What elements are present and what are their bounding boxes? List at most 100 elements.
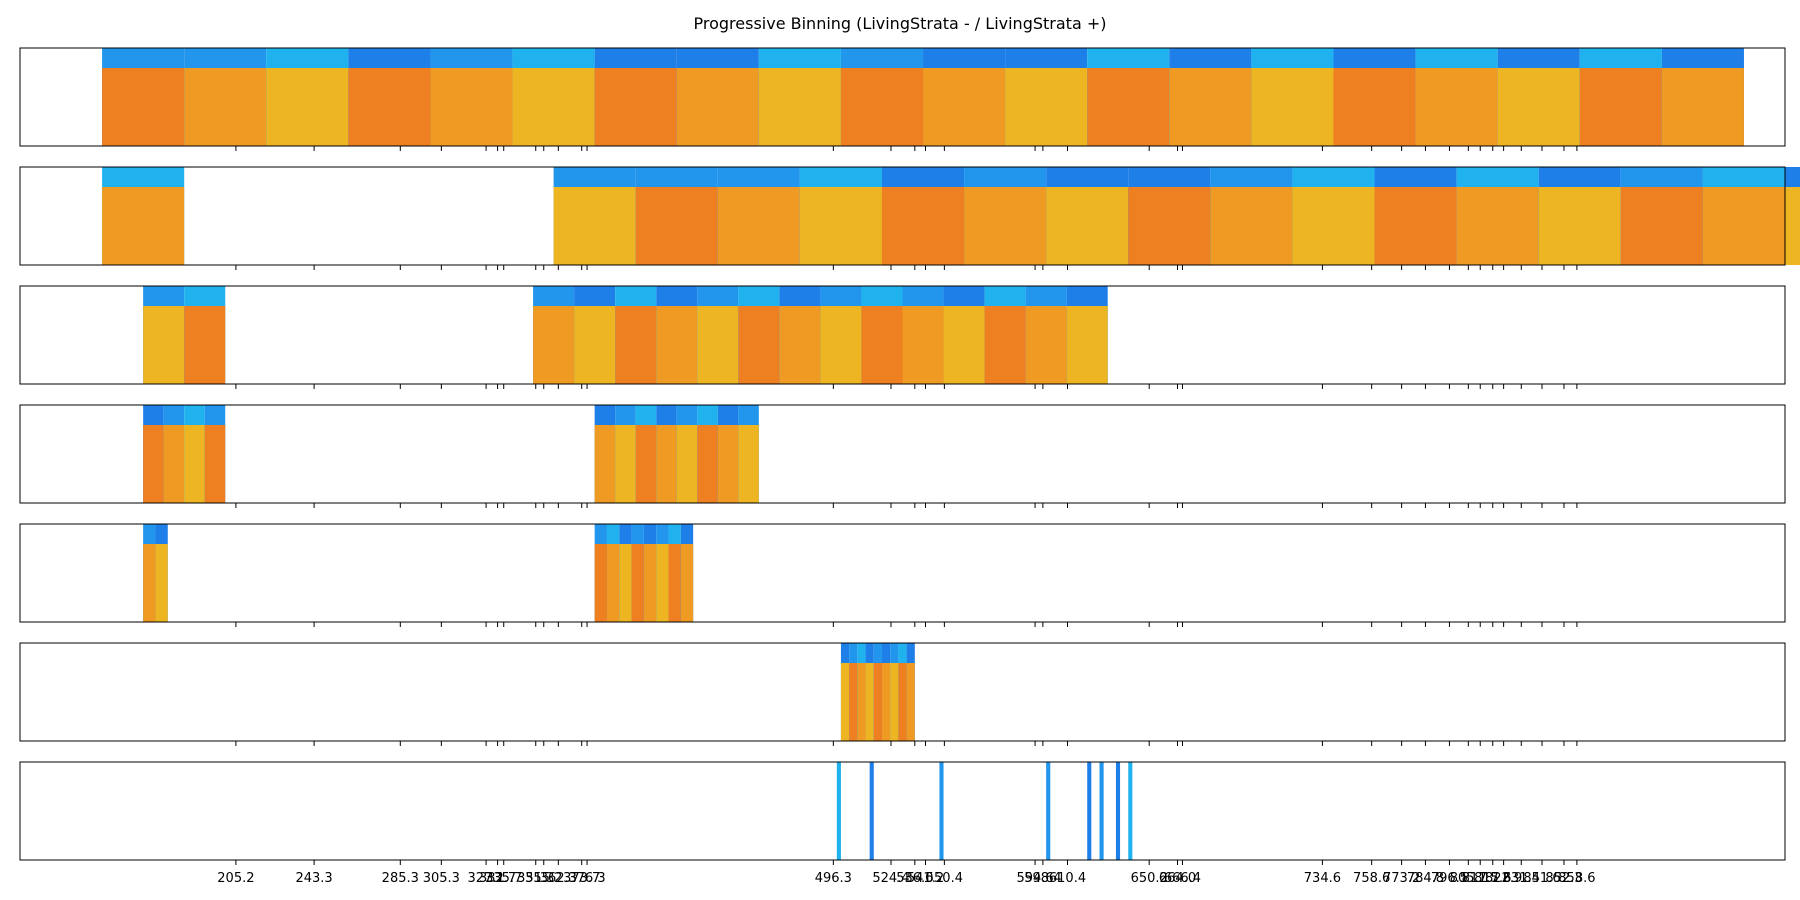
bin-cell-lower — [430, 68, 513, 146]
bin-cell-lower — [902, 306, 944, 384]
x-tick-label: 362.3 — [540, 871, 577, 886]
panel-3 — [19, 285, 1786, 389]
bin-cell-lower — [635, 425, 657, 503]
bin-cell-lower — [574, 306, 616, 384]
bin-cell-lower — [102, 68, 185, 146]
bin-cell-lower — [668, 544, 681, 622]
bin-cell — [1115, 762, 1121, 860]
bin-cell-lower — [553, 187, 636, 265]
bin-cell-lower — [738, 425, 759, 503]
bin-cell-lower — [143, 425, 164, 503]
bin-cell-lower — [984, 306, 1026, 384]
x-tick-label: 822.9 — [1485, 871, 1522, 886]
x-tick-label: 376.3 — [568, 871, 605, 886]
x-tick-label: 796.5 — [1431, 871, 1468, 886]
bin-cell-lower — [594, 544, 607, 622]
bin-cell-lower — [1785, 187, 1800, 265]
x-tick-label: 831.5 — [1503, 871, 1540, 886]
bin-cell-lower — [1292, 187, 1375, 265]
bin-cell-lower — [184, 306, 226, 384]
panel-2 — [19, 166, 1800, 270]
bin-cell-lower — [898, 663, 907, 741]
bin-cell-lower — [717, 187, 800, 265]
bin-cell-lower — [758, 68, 841, 146]
bin-cell-lower — [615, 306, 657, 384]
bin-cell-lower — [1415, 68, 1498, 146]
panel-frame — [19, 404, 1786, 504]
bin-cell-lower — [676, 425, 698, 503]
bin-cell-lower — [594, 68, 677, 146]
x-tick-label: 852.3 — [1545, 871, 1582, 886]
bin-cell-lower — [865, 663, 874, 741]
x-tick-label: 355.2 — [525, 871, 562, 886]
bin-cell-lower — [680, 544, 694, 622]
bin-cell-lower — [881, 187, 965, 265]
bin-cell-lower — [635, 187, 718, 265]
x-tick-label: 285.3 — [382, 871, 419, 886]
bin-cell-lower — [717, 425, 739, 503]
bin-cell-lower — [656, 544, 669, 622]
bin-cell-lower — [1374, 187, 1457, 265]
panel-frame — [19, 761, 1786, 861]
x-tick-label: 734.6 — [1304, 871, 1341, 886]
bin-cell-lower — [881, 663, 891, 741]
bin-cell-lower — [906, 663, 915, 741]
bin-cell-lower — [779, 306, 821, 384]
bin-cell-lower — [1333, 68, 1416, 146]
x-tick-label: 536.0 — [896, 871, 933, 886]
x-tick-label: 598.4 — [1024, 871, 1061, 886]
bin-cell-lower — [1005, 68, 1088, 146]
bin-cell — [1046, 762, 1051, 860]
panel-7 — [19, 761, 1786, 865]
bin-cell-lower — [1538, 187, 1621, 265]
chart-title: Progressive Binning (LivingStrata - / Li… — [693, 14, 1107, 33]
bin-cell-lower — [143, 544, 156, 622]
x-tick-label: 817.6 — [1474, 871, 1511, 886]
x-tick-label: 858.6 — [1558, 871, 1595, 886]
bin-cell-lower — [873, 663, 882, 741]
panel-5 — [19, 523, 1786, 627]
x-tick-label: 784.8 — [1407, 871, 1444, 886]
x-tick-label: 243.3 — [295, 871, 332, 886]
x-tick-label: 541.2 — [907, 871, 944, 886]
panel-frame — [19, 47, 1786, 147]
bin-cell-lower — [533, 306, 575, 384]
panel-frame — [19, 166, 1786, 266]
panel-frame — [19, 523, 1786, 623]
panel-frame — [19, 285, 1786, 385]
bin-cell-lower — [738, 306, 780, 384]
x-tick-label: 351.3 — [517, 871, 554, 886]
panel-4 — [19, 404, 1786, 508]
bin-cell-lower — [1169, 68, 1252, 146]
x-tick-label: 666.4 — [1164, 871, 1201, 886]
x-tick-label: 496.3 — [815, 871, 852, 886]
bin-cell-lower — [619, 544, 632, 622]
x-tick-label: 205.2 — [217, 871, 254, 886]
x-tick-label: 664.0 — [1159, 871, 1196, 886]
bin-cell-lower — [697, 306, 739, 384]
bin-cell — [939, 762, 944, 860]
bin-cell — [836, 762, 841, 860]
bin-cell-lower — [1025, 306, 1067, 384]
panel-6 — [19, 642, 1786, 746]
bin-cell-lower — [606, 544, 620, 622]
bin-cell-lower — [1087, 68, 1170, 146]
bin-cell-lower — [1579, 68, 1662, 146]
bin-cell-lower — [184, 68, 267, 146]
bin-cell-lower — [1620, 187, 1703, 265]
bin-cell-lower — [643, 544, 657, 622]
bin-cell-lower — [594, 425, 616, 503]
bin-cell-lower — [1251, 68, 1334, 146]
bin-cell-lower — [1456, 187, 1539, 265]
panel-frame — [19, 642, 1786, 742]
bin-cell-lower — [102, 187, 185, 265]
bin-cell-lower — [697, 425, 718, 503]
bin-cell-lower — [861, 306, 903, 384]
x-tick-label: 758.6 — [1353, 871, 1390, 886]
bin-cell-lower — [615, 425, 636, 503]
bin-cell-lower — [512, 68, 595, 146]
bin-cell-lower — [840, 663, 850, 741]
bin-cell-lower — [656, 425, 677, 503]
